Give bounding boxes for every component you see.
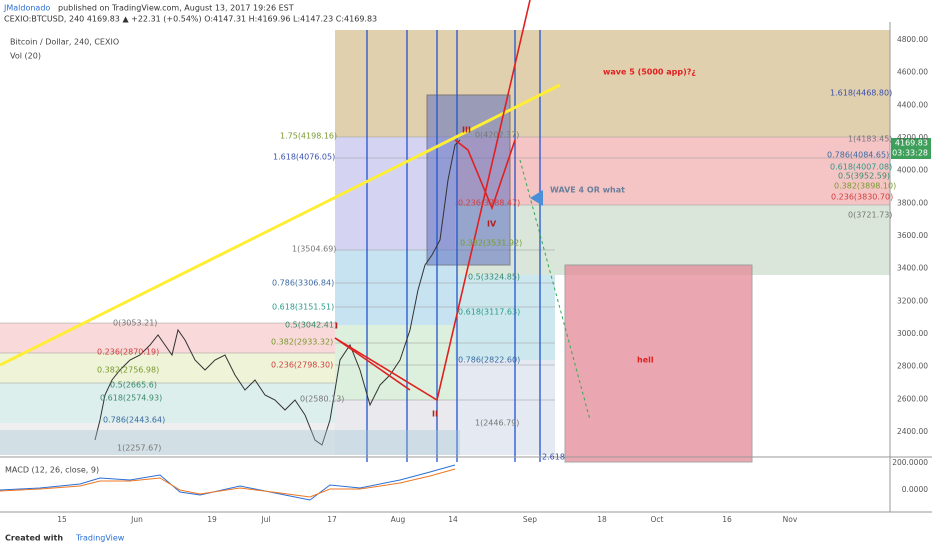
fib-label: 0.618(3151.51) xyxy=(272,303,334,312)
fib-label: 0.236(2798.30) xyxy=(271,361,333,370)
price-label: 2600.00 xyxy=(897,394,928,403)
wave-lines xyxy=(334,0,531,402)
fib-label: 0.236(3788.47) xyxy=(458,199,520,208)
price-label: 2400.00 xyxy=(897,427,928,436)
fib-label: 0.236(3830.70) xyxy=(831,193,893,202)
price-label: 4200.00 xyxy=(897,133,928,142)
date-label: 19 xyxy=(207,515,217,524)
price-tag-box xyxy=(891,138,931,159)
created-with: Created with xyxy=(5,534,63,543)
price-label: 4600.00 xyxy=(897,68,928,77)
fib-label: 0.382(3898.10) xyxy=(834,182,896,191)
fib-label: 0(4202.37) xyxy=(475,131,519,140)
date-label: 15 xyxy=(57,515,67,524)
date-label: 14 xyxy=(448,515,458,524)
signal-line xyxy=(0,468,456,498)
brand: TradingView xyxy=(75,534,125,543)
fib-label: 1(2446.79) xyxy=(475,419,519,428)
fib-label: 0.382(2756.98) xyxy=(97,366,159,375)
price-label: 4400.00 xyxy=(897,100,928,109)
fib-label: 0.786(2443.64) xyxy=(103,416,165,425)
price-axis xyxy=(890,22,932,512)
date-label: Jun xyxy=(130,515,143,524)
fib-label: 0.5(3324.85) xyxy=(468,273,520,282)
fib-label: 0.618(4007.08) xyxy=(830,163,892,172)
price-label: 3400.00 xyxy=(897,264,928,273)
fib-label: 0.5(3042.41) xyxy=(285,321,337,330)
macd-label: MACD (12, 26, close, 9) xyxy=(5,466,99,475)
date-label: 16 xyxy=(722,515,732,524)
price-tag: 4169.83 xyxy=(895,139,928,148)
fib-label: 0.382(2933.32) xyxy=(271,338,333,347)
price-label: 4800.00 xyxy=(897,35,928,44)
hell-box xyxy=(564,264,753,463)
fib-label: 0.236(2870.19) xyxy=(97,348,159,357)
hell-note: hell xyxy=(637,356,654,365)
date-label: Aug xyxy=(391,515,406,524)
price-line xyxy=(94,139,461,446)
wave-4-note: WAVE 4 OR what xyxy=(550,186,625,195)
fib-label: 0(3053.21) xyxy=(113,319,157,328)
wave-label: III xyxy=(462,126,471,135)
price-label: 3200.00 xyxy=(897,296,928,305)
price-label: 3000.00 xyxy=(897,329,928,338)
fib-label: 0.382(3531.92) xyxy=(460,239,522,248)
vertical-lines xyxy=(366,30,541,462)
fib-label: 1.618(4076.05) xyxy=(273,153,335,162)
fib-label: 0.786(4084.65) xyxy=(827,151,889,160)
fib-label: 0.5(3952.59) xyxy=(838,172,890,181)
macd-tick: 0.0000 xyxy=(902,485,928,494)
fib-label: 1.75(4198.16) xyxy=(280,132,337,141)
symbol-line: CEXIO:BTCUSD, 240 4169.83 ▲ +22.31 (+0.5… xyxy=(4,15,377,24)
date-label: Nov xyxy=(783,515,798,524)
date-label: Oct xyxy=(651,515,664,524)
trend-line xyxy=(0,83,561,367)
fib-label: 0.5(2665.6) xyxy=(110,381,157,390)
wave-label: II xyxy=(432,410,438,419)
price-label: 3800.00 xyxy=(897,198,928,207)
fib-label: 1(2257.67) xyxy=(117,444,161,453)
author: JMaldonado xyxy=(3,4,50,13)
wave-label: IV xyxy=(487,220,497,229)
chart-title: Bitcoin / Dollar, 240, CEXIO xyxy=(10,38,119,47)
wave-label: I xyxy=(335,322,338,331)
fib-label: 0(2580.13) xyxy=(300,395,344,404)
fib-label: 0.786(3306.84) xyxy=(272,279,334,288)
date-label: 17 xyxy=(327,515,337,524)
published: published on TradingView.com, August 13,… xyxy=(58,4,294,13)
wave-5-note: wave 5 (5000 app)?¿ xyxy=(603,68,696,77)
volume-label: Vol (20) xyxy=(10,52,41,61)
fib-label: 1(4183.45) xyxy=(848,135,892,144)
fib-label: 0(3721.73) xyxy=(848,211,892,220)
footer-bar xyxy=(0,528,932,550)
price-label: 4000.00 xyxy=(897,166,928,175)
fib-label: 1(3504.69) xyxy=(292,245,336,254)
fib-label: 0.618(2574.93) xyxy=(100,394,162,403)
arrow-icon xyxy=(530,190,543,206)
fib-label: 0.786(2822.60) xyxy=(458,356,520,365)
volume xyxy=(0,430,460,455)
fib-label: 0.618(3117.63) xyxy=(458,308,520,317)
macd-tick: 200.0000 xyxy=(892,458,928,467)
price-label: 2800.00 xyxy=(897,362,928,371)
price-label: 3600.00 xyxy=(897,231,928,240)
date-label: Jul xyxy=(260,515,270,524)
fib-label: 1.618(4468.80) xyxy=(830,89,892,98)
countdown: 03:33:28 xyxy=(892,149,928,158)
fib-zones xyxy=(0,30,890,455)
date-label: Sep xyxy=(523,515,537,524)
fib-label: 2.618 xyxy=(542,453,565,462)
date-label: 18 xyxy=(597,515,607,524)
projection xyxy=(519,159,591,421)
